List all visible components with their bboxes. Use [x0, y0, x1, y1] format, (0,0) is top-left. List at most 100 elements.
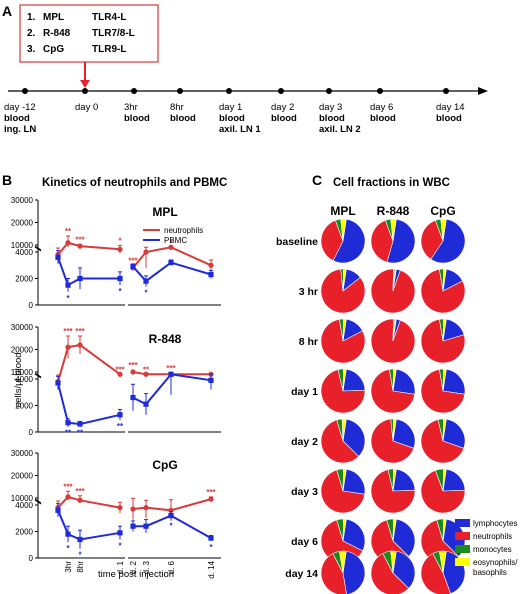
y-tick-label: 20000 — [11, 472, 34, 481]
series-line — [57, 256, 120, 287]
agonist-list: 1. MPL TLR4-L 2. R-848 TLR7/8-L 3. CpG TLR9-L — [27, 12, 135, 55]
pie-slice — [392, 550, 416, 589]
x-tick-label: d. 6 — [167, 560, 176, 574]
significance-mark: *** — [128, 256, 138, 265]
significance-mark: * — [209, 543, 213, 552]
pie-slice — [339, 550, 347, 574]
timeline-sample: blood — [170, 113, 196, 124]
pie-slice — [370, 418, 415, 464]
significance-mark: * — [144, 288, 148, 297]
legend-swatch — [455, 519, 470, 527]
pie-slice — [442, 368, 466, 395]
data-point — [208, 377, 214, 383]
pie-6-0 — [320, 518, 366, 564]
pie-slice — [442, 418, 466, 449]
pie-slice — [392, 418, 397, 442]
data-point — [65, 344, 71, 350]
pie-0-0 — [320, 218, 366, 264]
significance-mark: *** — [128, 361, 138, 370]
y-tick-label: 10000 — [11, 368, 34, 377]
pie-slice — [439, 550, 447, 574]
agonist-num: 3. — [27, 44, 36, 55]
pie-slice — [320, 219, 344, 262]
pie-slice — [442, 518, 447, 542]
pie-3-2 — [420, 368, 466, 414]
series-line — [132, 371, 211, 376]
pie-slice — [342, 468, 366, 495]
pie-3-1 — [370, 368, 416, 414]
pie-row-label: baseline — [276, 236, 318, 248]
data-point — [130, 369, 136, 375]
x-tick-label: d. 3 — [142, 560, 151, 574]
significance-mark: *** — [75, 487, 85, 496]
y-tick-label: 30000 — [11, 323, 34, 332]
pie-slice — [342, 268, 347, 292]
data-point — [55, 507, 61, 513]
data-point — [117, 412, 123, 418]
data-point — [168, 513, 174, 519]
pie-4-2 — [420, 418, 466, 464]
pie-slice — [392, 468, 397, 492]
data-point — [130, 394, 136, 401]
timeline-point — [177, 88, 183, 94]
data-point — [77, 275, 83, 282]
x-tick-label: d. 1 — [116, 560, 125, 574]
data-point — [143, 523, 149, 529]
pie-2-1 — [370, 318, 416, 364]
agonist-drug: R-848 — [43, 28, 71, 39]
pie-1-0 — [320, 268, 366, 314]
pie-row-label: day 3 — [291, 486, 318, 498]
pie-slice — [392, 368, 416, 395]
timeline-point — [226, 88, 232, 94]
y-tick-label: 4000 — [15, 248, 33, 257]
data-point — [168, 244, 174, 250]
data-point — [143, 249, 149, 255]
pie-slice — [320, 469, 366, 514]
significance-mark: * — [66, 544, 70, 553]
pie-1-1 — [370, 268, 416, 314]
data-point — [130, 523, 136, 529]
pie-slice — [392, 468, 416, 492]
series-line — [57, 241, 121, 256]
data-point — [208, 262, 214, 268]
pie-row-label: day 1 — [291, 386, 318, 398]
significance-mark: * — [169, 238, 173, 247]
data-point — [130, 506, 136, 512]
pie-slice — [370, 469, 416, 514]
pie-slice — [392, 518, 397, 542]
timeline-extra: ing. LN — [4, 124, 36, 135]
data-point — [143, 278, 149, 284]
panel-b-xlabel: time post injection — [98, 569, 174, 580]
timeline-sample: blood — [271, 113, 297, 124]
chart-title: R-848 — [149, 332, 182, 346]
legend-label: neutrophils — [473, 532, 512, 541]
pie-slice — [420, 419, 465, 464]
legend-swatch — [455, 545, 470, 553]
y-tick-label: 10000 — [11, 494, 34, 503]
pie-slice — [392, 418, 416, 449]
data-point — [117, 530, 123, 536]
chart-title: MPL — [152, 205, 177, 219]
pie-7-0 — [320, 550, 366, 594]
axis-break — [34, 499, 42, 505]
pie-slice — [342, 550, 366, 594]
pie-slice — [320, 553, 347, 594]
pie-slice — [420, 318, 466, 364]
series-line — [132, 373, 212, 406]
pie-slice — [342, 318, 347, 342]
series-line — [57, 495, 121, 509]
timeline-sample: blood — [370, 113, 396, 124]
pie-row-label: day 14 — [285, 568, 318, 580]
pie-slice — [390, 550, 397, 574]
legend-neutrophils: neutrophils — [164, 226, 203, 235]
axis-break — [34, 245, 42, 251]
pie-slice — [442, 468, 447, 492]
data-point — [65, 420, 71, 426]
data-point — [65, 494, 71, 500]
pie-slice — [342, 518, 366, 552]
data-point — [55, 254, 61, 260]
series-line — [57, 343, 121, 382]
x-tick-label: 8hr — [76, 561, 85, 573]
